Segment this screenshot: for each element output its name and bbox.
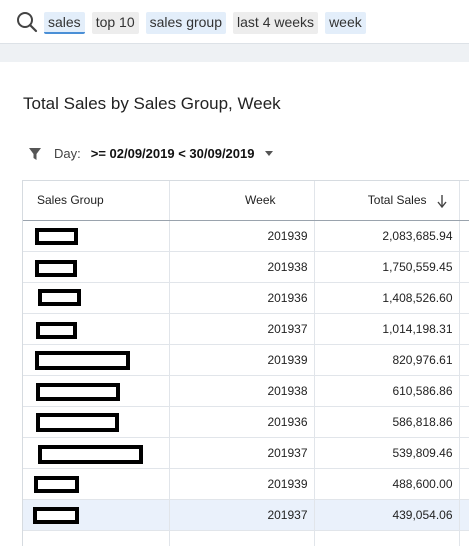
week-cell: 201939 — [169, 468, 315, 500]
sales-group-cell — [23, 344, 170, 376]
total-sales-cell: 439,054.06 — [314, 499, 460, 531]
table-row[interactable]: 201939 2,083,685.94 — [23, 220, 469, 252]
redaction-box — [34, 475, 79, 493]
sales-group-cell — [23, 313, 170, 345]
sales-group-cell — [23, 499, 170, 531]
column-header-sales-group[interactable]: Sales Group — [23, 181, 170, 221]
week-cell: 201937 — [169, 437, 315, 469]
search-icon[interactable] — [15, 10, 39, 34]
results-table: Sales Group Week Total Sales 201939 2,08… — [22, 180, 469, 546]
total-sales-cell: 1,014,198.31 — [314, 313, 460, 345]
sales-group-cell — [23, 406, 170, 438]
total-sales-cell: 539,809.46 — [314, 437, 460, 469]
week-cell: 201938 — [169, 375, 315, 407]
column-header-filler — [459, 181, 469, 221]
redaction-box — [33, 506, 79, 524]
redaction-box — [36, 382, 120, 401]
results-panel: Total Sales by Sales Group, Week Day: >=… — [0, 62, 469, 546]
week-cell: 201939 — [169, 344, 315, 376]
sales-group-cell — [23, 251, 170, 283]
table-row[interactable]: 201936 586,818.86 — [23, 406, 469, 438]
sales-group-cell — [23, 375, 170, 407]
week-cell: 201939 — [169, 220, 315, 252]
week-cell: 201938 — [169, 251, 315, 283]
search-token-sales-group[interactable]: sales group — [145, 12, 227, 34]
table-row[interactable]: 201936 1,408,526.60 — [23, 282, 469, 314]
search-token-last-4-weeks[interactable]: last 4 weeks — [233, 12, 319, 34]
redaction-box — [35, 350, 130, 370]
table-row-selected[interactable]: 201937 439,054.06 — [23, 499, 469, 531]
redaction-box — [35, 259, 77, 277]
week-cell: 201936 — [169, 406, 315, 438]
table-row-empty — [23, 530, 469, 546]
sort-descending-icon[interactable] — [436, 194, 447, 208]
search-tokens: sales top 10 sales group last 4 weeks we… — [44, 12, 366, 34]
week-cell: 201937 — [169, 313, 315, 345]
sales-group-cell — [23, 468, 170, 500]
total-sales-cell: 820,976.61 — [314, 344, 460, 376]
column-header-total-sales[interactable]: Total Sales — [314, 181, 460, 221]
sales-group-cell — [23, 282, 170, 314]
column-header-total-sales-label: Total Sales — [367, 192, 427, 207]
chevron-down-icon[interactable] — [264, 150, 274, 158]
table-row[interactable]: 201937 1,014,198.31 — [23, 313, 469, 345]
week-cell: 201937 — [169, 499, 315, 531]
column-header-week[interactable]: Week — [169, 181, 315, 221]
week-cell: 201936 — [169, 282, 315, 314]
filter-chip[interactable]: Day: >= 02/09/2019 < 30/09/2019 — [28, 146, 274, 161]
filter-label: Day: — [54, 146, 81, 161]
redaction-box — [38, 288, 81, 306]
table-row[interactable]: 201939 488,600.00 — [23, 468, 469, 500]
sales-group-cell — [23, 437, 170, 469]
redaction-box — [36, 321, 77, 339]
table-row[interactable]: 201939 820,976.61 — [23, 344, 469, 376]
redaction-box — [35, 227, 78, 245]
search-bar[interactable]: sales top 10 sales group last 4 weeks we… — [0, 0, 469, 44]
total-sales-cell: 1,408,526.60 — [314, 282, 460, 314]
table-row[interactable]: 201937 539,809.46 — [23, 437, 469, 469]
search-token-top-10[interactable]: top 10 — [91, 12, 139, 34]
total-sales-cell: 488,600.00 — [314, 468, 460, 500]
search-token-week[interactable]: week — [325, 12, 366, 34]
page-title: Total Sales by Sales Group, Week — [23, 94, 281, 113]
filter-value: >= 02/09/2019 < 30/09/2019 — [90, 146, 255, 161]
redaction-box — [38, 444, 143, 464]
table-row[interactable]: 201938 610,586.86 — [23, 375, 469, 407]
search-token-sales[interactable]: sales — [44, 12, 85, 34]
total-sales-cell: 2,083,685.94 — [314, 220, 460, 252]
total-sales-cell: 1,750,559.45 — [314, 251, 460, 283]
total-sales-cell: 586,818.86 — [314, 406, 460, 438]
total-sales-cell: 610,586.86 — [314, 375, 460, 407]
table-header-row: Sales Group Week Total Sales — [23, 181, 469, 221]
filter-icon — [29, 147, 41, 160]
redaction-box — [36, 412, 119, 432]
table-row[interactable]: 201938 1,750,559.45 — [23, 251, 469, 283]
sales-group-cell — [23, 220, 170, 252]
